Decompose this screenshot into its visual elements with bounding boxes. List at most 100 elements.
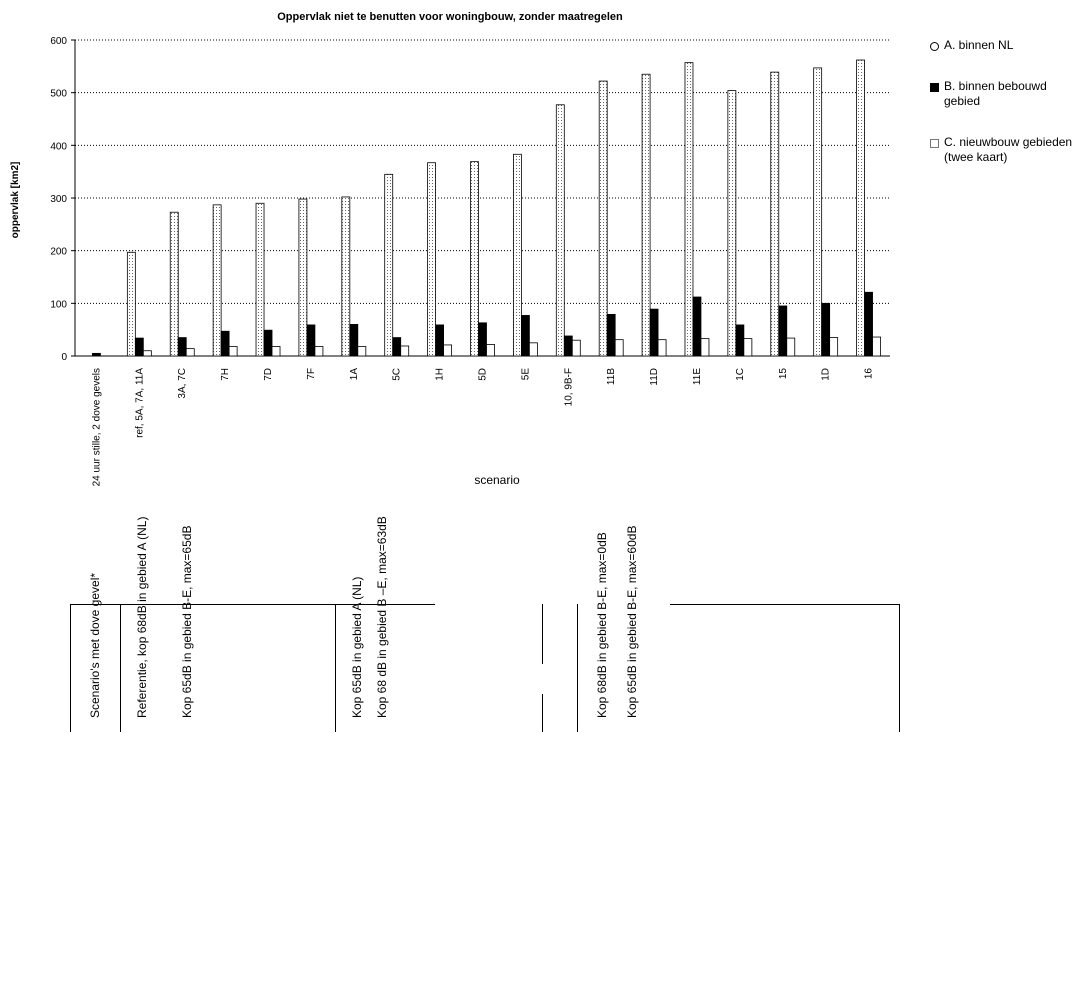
bar-b xyxy=(563,335,573,357)
bar-a xyxy=(169,211,179,357)
notes-top-line-2 xyxy=(670,604,900,605)
bar-b xyxy=(220,330,230,357)
bar-a xyxy=(512,153,522,357)
scenario-notes: Scenario's met dove gevel* Referentie, k… xyxy=(70,516,900,732)
note-3: Kop 65dB in gebied B-E, max=65dB xyxy=(180,526,198,732)
bar-a xyxy=(255,202,265,357)
bar-b xyxy=(263,329,273,357)
bar-b xyxy=(649,308,659,357)
bar-c xyxy=(614,339,624,357)
grid xyxy=(75,39,890,304)
bar-c xyxy=(400,345,410,357)
x-tick-label: 16 xyxy=(864,368,875,380)
y-axis-label: oppervlak [km2] xyxy=(10,162,21,239)
x-tick-label: 7F xyxy=(306,368,317,380)
bar-a xyxy=(641,73,651,357)
x-tick-label: 1C xyxy=(735,368,746,381)
legend-label-c: C. nieuwbouw gebieden (twee kaart) xyxy=(944,135,1073,164)
bar-a xyxy=(555,104,565,357)
bar-b xyxy=(606,313,616,357)
y-tick-label: 100 xyxy=(50,299,67,310)
bar-c xyxy=(185,348,195,357)
note-3-text: Kop 65dB in gebied B-E, max=65dB xyxy=(180,525,194,718)
y-tick-label: 500 xyxy=(50,89,67,100)
bar-b xyxy=(134,337,144,357)
note-4-text: Kop 65dB in gebied A (NL) xyxy=(350,576,364,718)
notes-divider-2 xyxy=(542,604,543,664)
bar-c xyxy=(786,337,796,357)
notes-border-left xyxy=(70,604,71,732)
note-5-text: Kop 68 dB in gebied B –E, max=63dB xyxy=(375,516,389,718)
x-tick-label: 1A xyxy=(349,368,360,381)
bar-b xyxy=(392,337,402,357)
bar-b xyxy=(349,323,359,357)
bar-b xyxy=(735,324,745,357)
legend-swatch-c xyxy=(930,139,939,148)
bar-b xyxy=(92,352,101,357)
x-tick-label: 10, 9B-F xyxy=(563,368,574,406)
x-axis-label: scenario xyxy=(474,473,520,487)
y-tick-label: 0 xyxy=(61,352,67,363)
bar-c xyxy=(486,344,495,357)
notes-divider-1 xyxy=(335,604,336,732)
bar-b xyxy=(306,324,316,357)
bars xyxy=(92,59,881,357)
bar-c xyxy=(271,346,281,357)
y-tick-label: 200 xyxy=(50,247,67,258)
note-6: Kop 68dB in gebied B-E, max=0dB xyxy=(595,532,613,732)
legend-item-b: B. binnen bebouwd gebied xyxy=(930,79,1080,109)
x-tick-label: 1D xyxy=(821,368,832,381)
x-tick-label: 5D xyxy=(478,368,489,381)
notes-divider-3 xyxy=(542,694,543,732)
note-2-text: Referentie, kop 68dB in gebied A (NL) xyxy=(135,516,149,718)
legend-label-a: A. binnen NL xyxy=(944,38,1014,52)
notes-top-line xyxy=(70,604,435,605)
note-1-text: Scenario's met dove gevel* xyxy=(88,572,102,718)
x-tick-label: 7D xyxy=(263,368,274,381)
bar-c xyxy=(142,350,152,357)
bar-c xyxy=(700,338,710,357)
x-tick-label: 7H xyxy=(220,368,231,381)
legend-item-c: C. nieuwbouw gebieden (twee kaart) xyxy=(930,135,1080,165)
bar-b xyxy=(692,296,702,357)
bar-a xyxy=(598,80,608,357)
bar-a xyxy=(856,59,865,357)
bar-c xyxy=(743,338,753,357)
x-tick-label: 11D xyxy=(649,368,660,386)
bar-c xyxy=(528,342,538,357)
note-6-text: Kop 68dB in gebied B-E, max=0dB xyxy=(595,532,609,718)
bar-a xyxy=(770,71,780,357)
note-2: Referentie, kop 68dB in gebied A (NL) xyxy=(135,517,153,732)
bar-c xyxy=(872,336,881,357)
note-7: Kop 65dB in gebied B-E, max=60dB xyxy=(625,526,643,732)
bar-a xyxy=(126,251,136,357)
bar-b xyxy=(821,302,831,357)
bar-c xyxy=(657,339,667,357)
x-tick-label: 11B xyxy=(606,368,617,385)
x-tick-label: 24 uur stille, 2 dove gevels xyxy=(91,368,102,486)
note-5: Kop 68 dB in gebied B –E, max=63dB xyxy=(375,516,393,732)
bar-c xyxy=(314,346,324,357)
note-1: Scenario's met dove gevel* xyxy=(88,573,106,732)
notes-border-right xyxy=(899,604,900,732)
bar-c xyxy=(443,344,453,357)
bar-b xyxy=(520,315,530,357)
y-tick-label: 600 xyxy=(50,36,67,47)
bar-a xyxy=(684,62,694,357)
x-axis: 24 uur stille, 2 dove gevels ref, 5A, 7A,… xyxy=(91,368,874,487)
notes-divider-4 xyxy=(577,604,578,732)
bar-b xyxy=(778,305,788,357)
note-7-text: Kop 65dB in gebied B-E, max=60dB xyxy=(625,525,639,718)
bar-c xyxy=(357,346,367,357)
bar-a xyxy=(298,198,308,357)
x-tick-label: ref, 5A, 7A, 11A xyxy=(134,368,145,438)
bar-a xyxy=(212,204,222,357)
bar-c xyxy=(228,346,238,357)
bar-a xyxy=(427,162,437,357)
chart-title: Oppervlak niet te benutten voor woningbo… xyxy=(277,11,623,23)
bar-b xyxy=(177,337,187,357)
bar-b xyxy=(435,324,445,357)
bar-a xyxy=(341,196,351,357)
bar-a xyxy=(727,90,737,357)
x-tick-label: 5C xyxy=(392,368,403,381)
